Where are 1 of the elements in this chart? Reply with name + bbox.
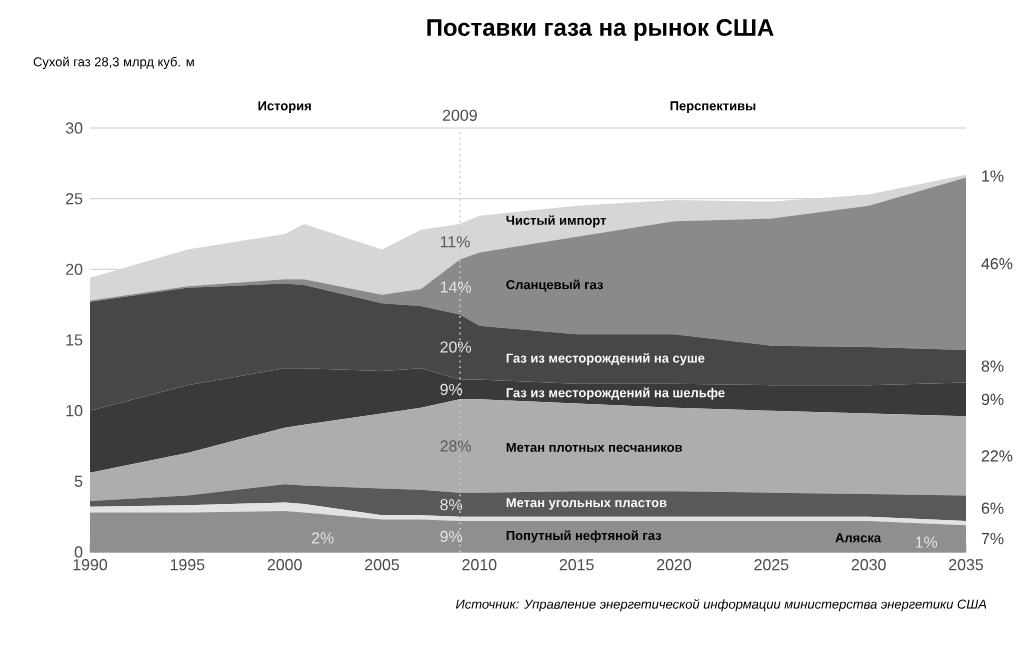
chart-title: Поставки газа на рынок США — [427, 19, 774, 41]
